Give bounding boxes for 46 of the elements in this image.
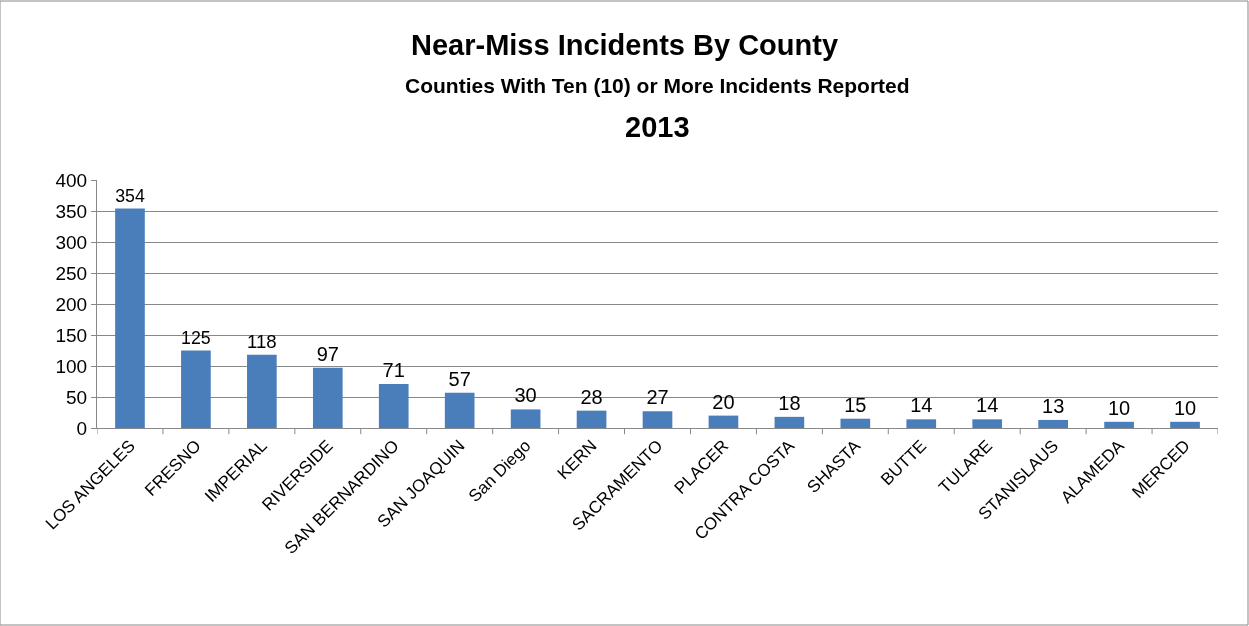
- y-tick-label: 200: [55, 293, 88, 315]
- y-tick-label: 0: [76, 417, 88, 439]
- bar: [1038, 419, 1068, 428]
- bar: [708, 415, 739, 428]
- data-label: 28: [580, 385, 603, 408]
- bar: [444, 392, 475, 428]
- data-label: 10: [1173, 396, 1197, 419]
- bar: [510, 409, 541, 428]
- data-label: 10: [1107, 396, 1131, 419]
- y-tick-label: 50: [66, 386, 88, 408]
- y-tick-label: 100: [55, 355, 88, 377]
- y-tick-label: 300: [55, 231, 88, 253]
- chart-title: Near-Miss Incidents By County: [410, 29, 839, 62]
- data-label: 27: [646, 386, 669, 409]
- bar: [181, 350, 211, 428]
- data-label: 14: [976, 394, 999, 417]
- bar: [1104, 421, 1134, 428]
- bar: [642, 411, 673, 428]
- data-label: 71: [382, 358, 405, 381]
- bar: [972, 419, 1003, 428]
- bar: [1170, 421, 1200, 428]
- chart-subtitle: Counties With Ten (10) or More Incidents Reported: [405, 74, 910, 97]
- y-tick-label: 350: [55, 200, 88, 222]
- data-label: 354: [115, 185, 145, 206]
- data-label: 20: [712, 390, 735, 413]
- y-tick-label: 400: [55, 169, 88, 191]
- y-tick-label: 250: [55, 262, 88, 284]
- text: 2013: [625, 111, 690, 143]
- data-label: 30: [514, 384, 537, 407]
- bar: [312, 367, 343, 428]
- bar: [840, 418, 871, 428]
- bar: [774, 416, 805, 428]
- y-tick-label: 150: [55, 324, 88, 346]
- data-label: 97: [316, 342, 339, 365]
- data-label: 118: [247, 331, 277, 353]
- bar: [906, 419, 937, 428]
- bar: [247, 354, 277, 428]
- bar: [115, 208, 145, 428]
- bar: [378, 383, 409, 428]
- data-label: 13: [1042, 394, 1065, 417]
- data-label: 18: [778, 391, 801, 414]
- data-label: 125: [181, 327, 211, 348]
- bar: [576, 410, 607, 428]
- data-label: 15: [844, 393, 867, 416]
- data-label: 57: [448, 367, 471, 390]
- data-label: 14: [910, 394, 933, 417]
